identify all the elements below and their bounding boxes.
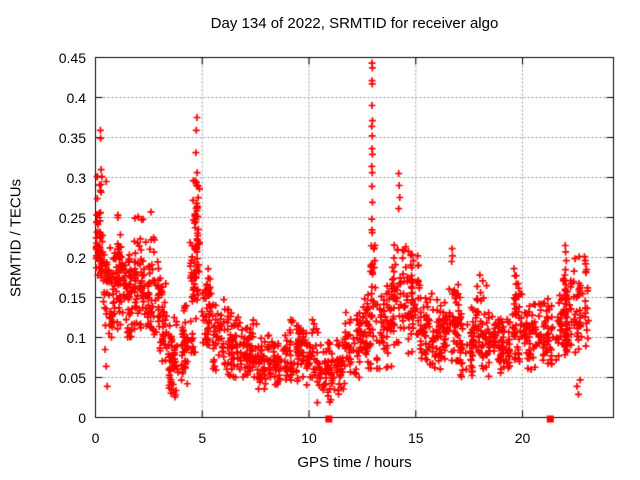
x-tick-label: 20 <box>514 430 531 446</box>
x-tick-label: 5 <box>198 430 207 446</box>
y-tick-label: 0.05 <box>58 369 86 386</box>
x-tick-label: 15 <box>407 430 424 446</box>
y-tick-label: 0.15 <box>58 289 86 306</box>
y-tick-label: 0.3 <box>66 169 86 186</box>
x-tick-label: 0 <box>91 430 100 446</box>
chart-title: Day 134 of 2022, SRMTID for receiver alg… <box>210 15 499 32</box>
y-tick-label: 0 <box>78 409 86 426</box>
y-tick-label: 0.1 <box>66 329 86 346</box>
y-tick-label: 0.4 <box>66 89 86 106</box>
x-axis-title: GPS time / hours <box>297 454 412 471</box>
y-tick-label: 0.35 <box>58 129 86 146</box>
y-tick-label: 0.45 <box>58 49 86 66</box>
y-axis-title: SRMTID / TECUs <box>7 178 25 297</box>
x-tick-label: 10 <box>301 430 317 446</box>
y-tick-label: 0.2 <box>66 249 86 266</box>
y-tick-label: 0.25 <box>58 209 86 226</box>
